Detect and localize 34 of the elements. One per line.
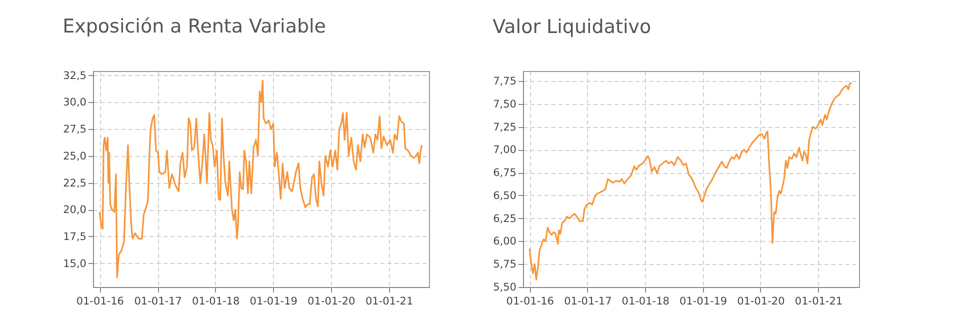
x-tick-label: 01-01-20 — [737, 296, 785, 308]
y-tick-label: 6,25 — [493, 212, 516, 225]
x-tick-label: 01-01-19 — [679, 296, 728, 308]
chart-title: Exposición a Renta Variable — [62, 15, 326, 38]
y-tick-label: 7,00 — [493, 144, 516, 156]
y-tick-label: 6,50 — [493, 190, 516, 202]
y-tick-label: 27,5 — [63, 124, 86, 136]
x-tick-label: 01-01-18 — [192, 296, 240, 308]
y-tick-label: 6,75 — [493, 167, 516, 180]
y-tick-label: 22,5 — [63, 177, 86, 190]
x-tick-label: 01-01-21 — [794, 296, 843, 308]
line-series — [528, 82, 853, 280]
line-series — [98, 80, 423, 278]
x-tick-label: 01-01-17 — [134, 296, 182, 308]
x-tick-label: 01-01-20 — [308, 296, 356, 308]
x-tick-label: 01-01-19 — [250, 296, 298, 308]
chart-title: Valor Liquidativo — [492, 16, 652, 38]
y-tick-label: 7,50 — [493, 98, 516, 110]
y-tick-label: 25,0 — [63, 150, 86, 162]
y-tick-label: 6,00 — [493, 236, 516, 248]
x-tick-label: 01-01-16 — [76, 296, 124, 308]
y-tick-label: 20,0 — [63, 204, 86, 216]
y-tick-label: 30,0 — [63, 96, 86, 109]
y-tick-label: 5,75 — [493, 258, 516, 271]
y-tick-label: 15,0 — [63, 258, 86, 270]
y-tick-label: 7,25 — [493, 121, 516, 134]
y-tick-label: 7,75 — [493, 76, 516, 88]
y-tick-label: 17,5 — [63, 230, 86, 243]
x-tick-label: 01-01-21 — [365, 296, 414, 308]
x-tick-label: 01-01-16 — [506, 296, 554, 308]
x-tick-label: 01-01-17 — [564, 296, 612, 308]
y-tick-label: 5,50 — [493, 282, 516, 294]
x-tick-label: 01-01-18 — [622, 296, 670, 308]
y-tick-label: 32,5 — [63, 70, 86, 82]
